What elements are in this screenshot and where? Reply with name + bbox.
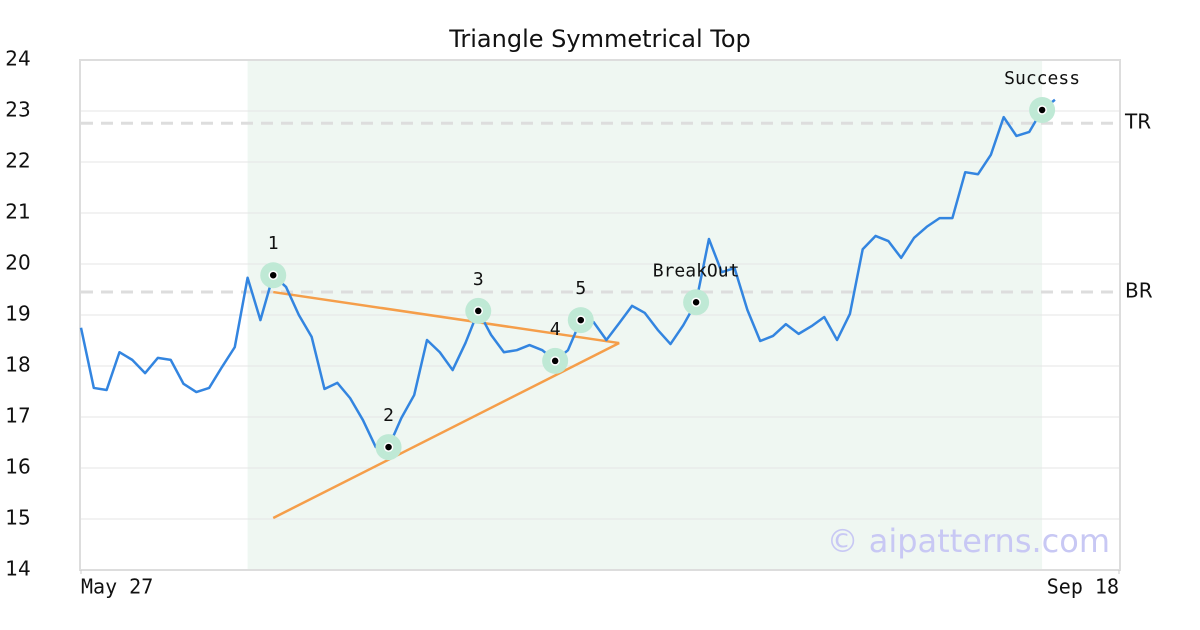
y-tick-label: 16 (5, 455, 30, 479)
plot-frame (79, 59, 1121, 571)
marker-label: 3 (473, 269, 484, 290)
watermark: © aipatterns.com (827, 522, 1110, 560)
level-label: BR (1125, 279, 1153, 303)
marker-label: 2 (383, 405, 394, 426)
marker-dot (1037, 105, 1047, 115)
y-tick-label: 20 (5, 251, 30, 275)
level-label: TR (1124, 110, 1151, 134)
marker-label: 5 (575, 278, 586, 299)
y-tick-label: 21 (5, 200, 30, 224)
marker-dot (576, 315, 586, 325)
y-tick-label: 23 (5, 98, 30, 122)
marker-label: BreakOut (653, 260, 740, 281)
x-tick-label: Sep 18 (1047, 575, 1119, 599)
y-tick-label: 22 (5, 149, 30, 173)
y-tick-label: 18 (5, 353, 30, 377)
y-tick-label: 14 (5, 557, 30, 581)
marker-label: Success (1004, 68, 1080, 89)
price-line (79, 98, 1056, 449)
x-tick-label: May 27 (81, 575, 153, 599)
y-tick-label: 15 (5, 506, 30, 530)
marker-label: 1 (268, 233, 279, 254)
marker-dot (473, 306, 484, 316)
marker-dot (691, 297, 701, 307)
marker-dot (268, 270, 278, 280)
marker-dot (383, 442, 394, 452)
chart-title: Triangle Symmetrical Top (448, 25, 751, 53)
y-tick-label: 17 (5, 404, 30, 428)
y-tick-label: 19 (5, 302, 30, 326)
marker-dot (550, 356, 560, 366)
trendline (273, 290, 620, 345)
y-tick-label: 24 (5, 47, 30, 71)
marker-label: 4 (550, 319, 561, 340)
